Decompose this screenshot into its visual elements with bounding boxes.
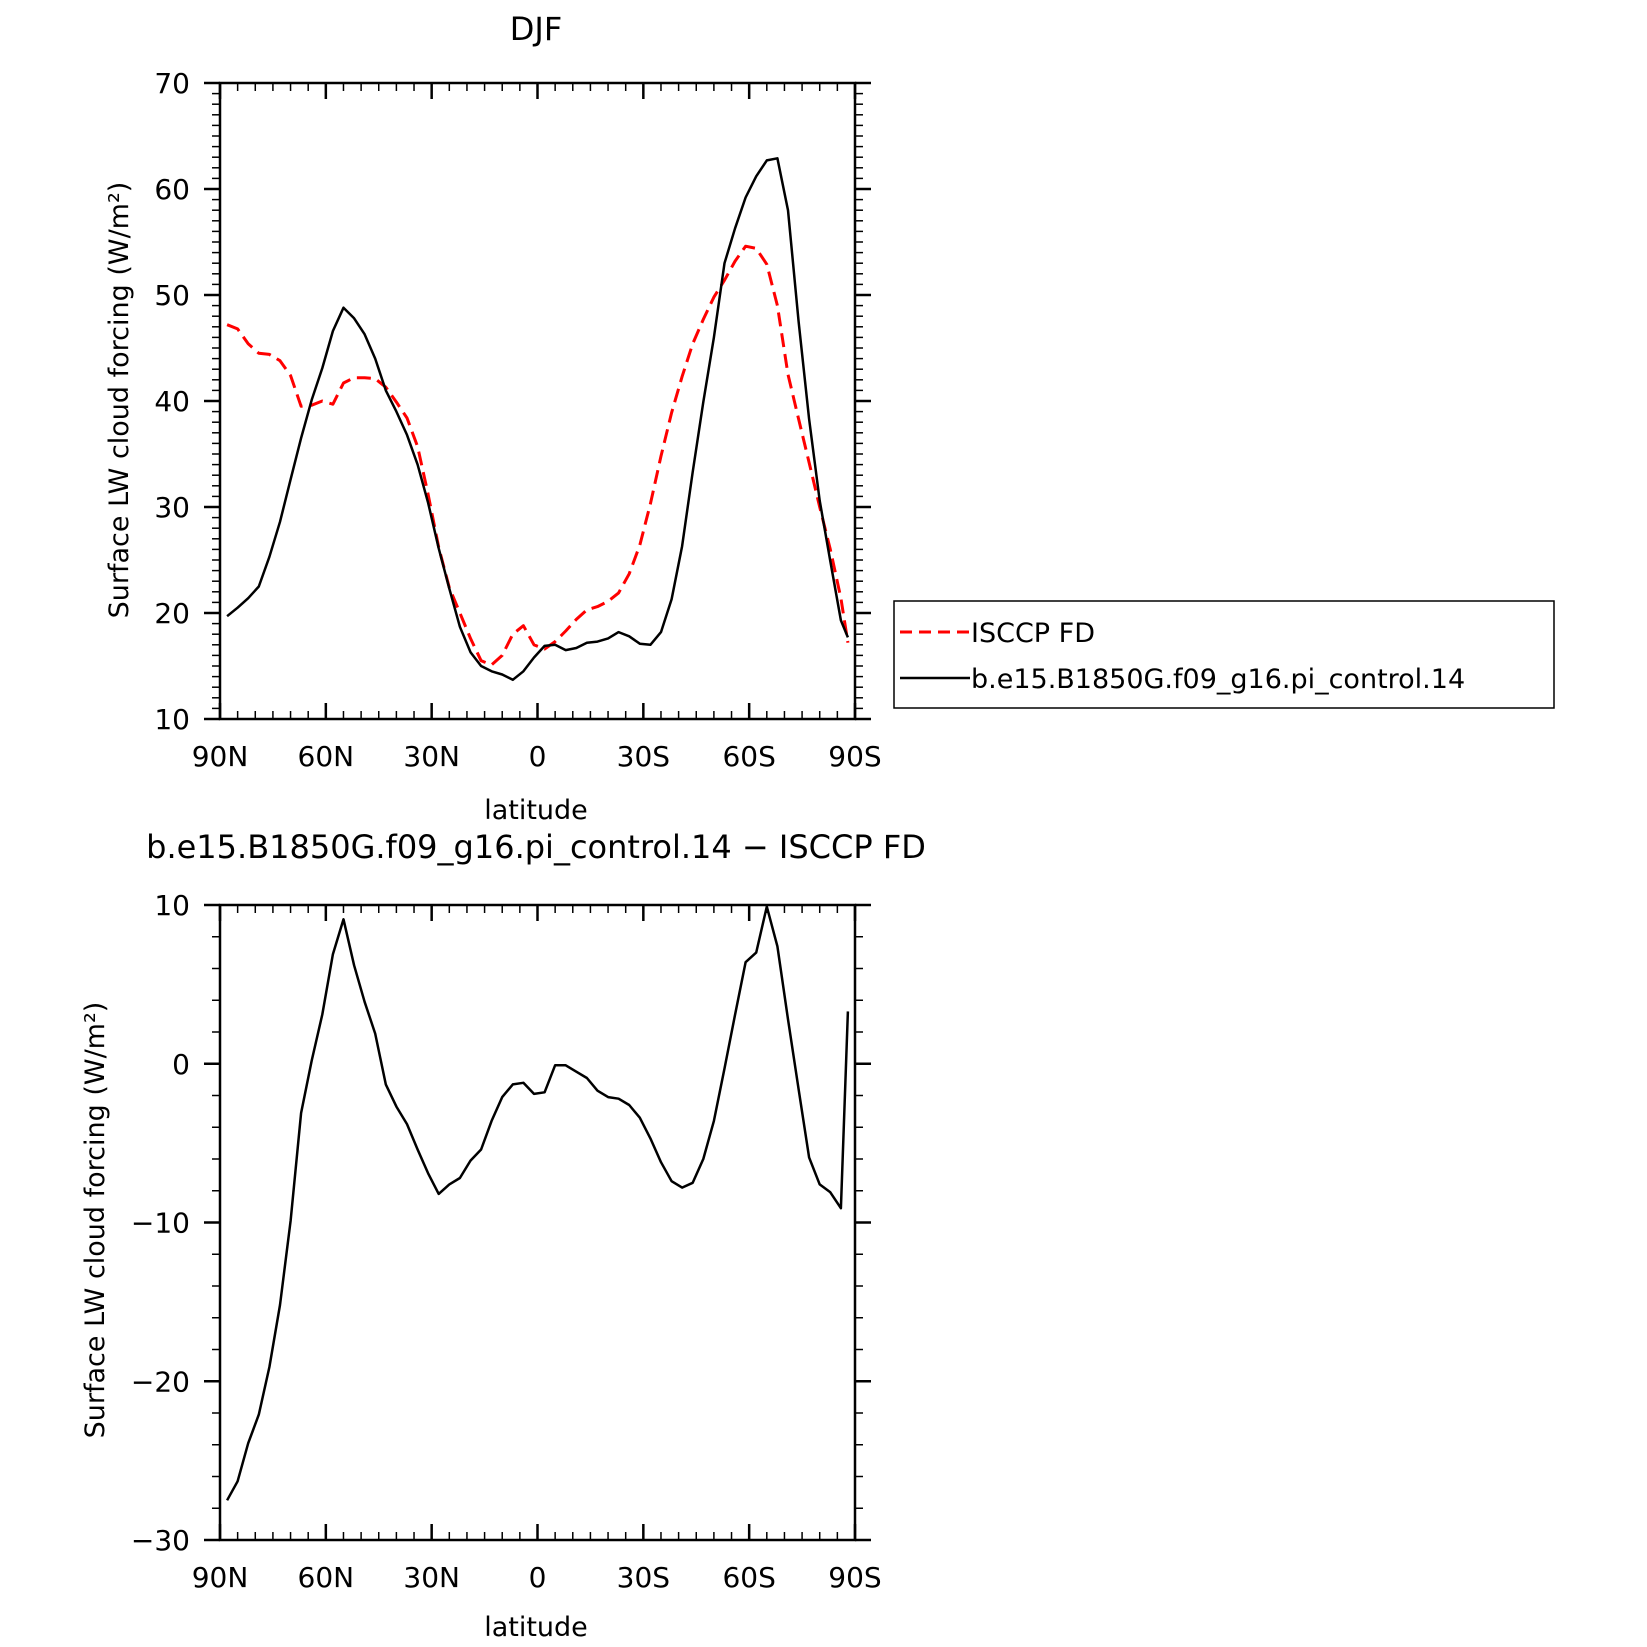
y-tick-label: 70 [154,67,190,100]
x-tick-label: 0 [529,1561,547,1594]
y-tick-label: 0 [172,1048,190,1081]
legend-label-model: b.e15.B1850G.f09_g16.pi_control.14 [971,664,1465,695]
x-tick-label: 90N [192,1561,249,1594]
bottom-plot-area: 90N 60N 30N 0 30S 60S 90S −30 −20 −10 0 10 [131,889,882,1594]
plot-frame [218,903,857,1542]
top-x-axis-label: latitude [484,795,588,826]
x-tick-label: 60N [298,1561,355,1594]
series-line-b-e15-b1850g-f09-g16-pi-control-14 [226,157,850,682]
legend-box [893,600,1555,709]
x-tick-label: 60S [722,740,775,773]
y-tick-label: 20 [154,597,190,630]
y-tick-label: 30 [154,491,190,524]
series-line-difference [226,905,850,1501]
bottom-chart-title: b.e15.B1850G.f09_g16.pi_control.14 − ISC… [146,828,926,866]
legend-label-isccp: ISCCP FD [971,618,1095,649]
x-tick-label: 30S [617,740,670,773]
y-tick-label: −10 [131,1207,190,1240]
bottom-y-axis-label: Surface LW cloud forcing (W/m²) [80,1002,111,1439]
top-panel: DJF 90N 60N 30N 0 30S 60S 90S 10 20 30 40 50 60 70 la… [104,10,1555,826]
plot-frame [218,81,857,721]
top-y-axis-label: Surface LW cloud forcing (W/m²) [104,182,135,619]
y-tick-label: −30 [131,1524,190,1557]
y-tick-label: 50 [154,279,190,312]
x-tick-label: 90N [192,740,249,773]
x-tick-label: 30N [403,1561,460,1594]
y-tick-label: 10 [154,703,190,736]
x-tick-label: 30N [403,740,460,773]
x-tick-label: 60N [298,740,355,773]
y-tick-label: 10 [154,889,190,922]
bottom-panel: b.e15.B1850G.f09_g16.pi_control.14 − ISC… [80,828,926,1643]
x-tick-label: 60S [722,1561,775,1594]
top-plot-area: 90N 60N 30N 0 30S 60S 90S 10 20 30 40 50 60 70 [154,67,881,773]
top-chart-title: DJF [510,10,562,48]
x-tick-label: 90S [828,740,881,773]
x-tick-label: 0 [529,740,547,773]
bottom-x-axis-label: latitude [484,1612,588,1643]
y-tick-label: 40 [154,385,190,418]
y-tick-label: −20 [131,1365,190,1398]
legend: ISCCP FD b.e15.B1850G.f09_g16.pi_control… [893,600,1555,709]
y-tick-label: 60 [154,173,190,206]
series-line-isccp-fd [226,244,850,667]
x-tick-label: 30S [617,1561,670,1594]
x-tick-label: 90S [828,1561,881,1594]
